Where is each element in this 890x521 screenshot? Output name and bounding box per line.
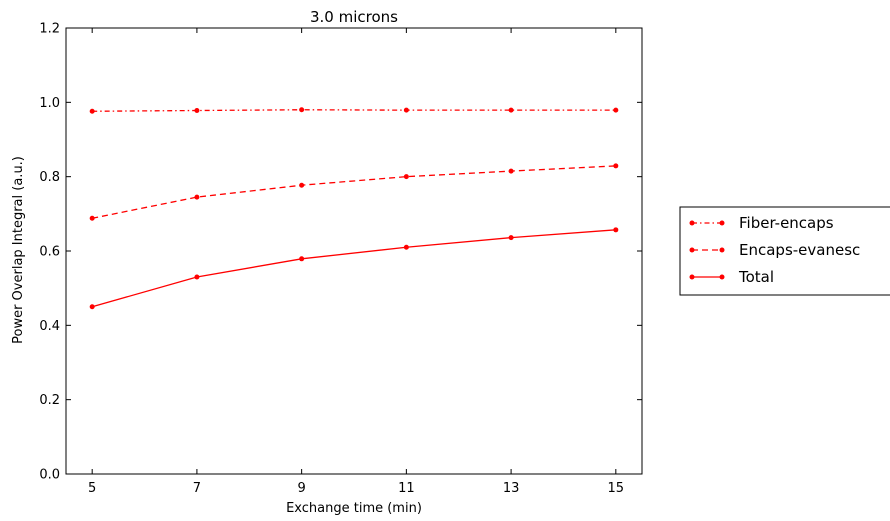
y-tick-label: 0.4 xyxy=(39,319,60,334)
legend-marker-total xyxy=(719,274,725,280)
x-tick-label: 7 xyxy=(193,481,201,496)
data-point-total xyxy=(299,256,305,262)
series-line-fiber-encaps xyxy=(92,109,616,112)
data-point-encaps-evanesc xyxy=(613,163,619,169)
data-point-fiber-encaps xyxy=(508,107,514,113)
legend-label-fiber-encaps: Fiber-encaps xyxy=(739,214,834,232)
data-point-fiber-encaps xyxy=(89,108,95,114)
legend-marker-encaps-evanesc xyxy=(719,247,725,253)
legend-marker-total xyxy=(689,274,695,280)
legend-label-total: Total xyxy=(738,268,774,286)
legend-marker-fiber-encaps xyxy=(689,220,695,226)
plot-area: 5 7 9 11 13 15 0.0 0.2 0.4 0.6 0.8 1.0 1.2 xyxy=(39,22,643,496)
x-tick-label: 9 xyxy=(297,481,305,496)
data-point-total xyxy=(89,304,95,310)
chart-title: 3.0 microns xyxy=(310,8,398,26)
series-line-total xyxy=(92,229,616,308)
legend-marker-encaps-evanesc xyxy=(689,247,695,253)
x-tick-label: 15 xyxy=(608,481,625,496)
legend-marker-fiber-encaps xyxy=(719,220,725,226)
series-line-encaps-evanesc xyxy=(92,165,616,219)
y-tick-label: 0.6 xyxy=(39,245,60,260)
legend: Fiber-encaps Encaps-evanesc Total xyxy=(679,206,890,296)
data-point-fiber-encaps xyxy=(299,107,305,113)
legend-label-encaps-evanesc: Encaps-evanesc xyxy=(739,241,860,259)
y-tick-label: 0.0 xyxy=(39,468,60,483)
legend-box xyxy=(679,206,890,296)
x-tick-label: 11 xyxy=(398,481,415,496)
x-tick-label: 5 xyxy=(88,481,96,496)
data-point-total xyxy=(403,244,409,250)
data-point-fiber-encaps xyxy=(403,107,409,113)
data-point-fiber-encaps xyxy=(613,107,619,113)
y-tick-label: 0.2 xyxy=(39,393,60,408)
data-point-total xyxy=(613,227,619,233)
x-tick-label: 13 xyxy=(503,481,520,496)
data-point-encaps-evanesc xyxy=(403,174,409,180)
data-point-fiber-encaps xyxy=(194,108,200,114)
y-tick-label: 1.2 xyxy=(39,22,60,37)
data-point-total xyxy=(508,235,514,241)
x-axis-title: Exchange time (min) xyxy=(286,501,422,516)
y-tick-label: 0.8 xyxy=(39,170,60,185)
data-point-encaps-evanesc xyxy=(299,182,305,188)
data-point-total xyxy=(194,274,200,280)
axes-frame xyxy=(65,27,643,475)
y-axis-title: Power Overlap Integral (a.u.) xyxy=(11,156,26,344)
data-point-encaps-evanesc xyxy=(508,168,514,174)
data-point-encaps-evanesc xyxy=(194,194,200,200)
y-tick-label: 1.0 xyxy=(39,96,60,111)
data-point-encaps-evanesc xyxy=(89,215,95,221)
